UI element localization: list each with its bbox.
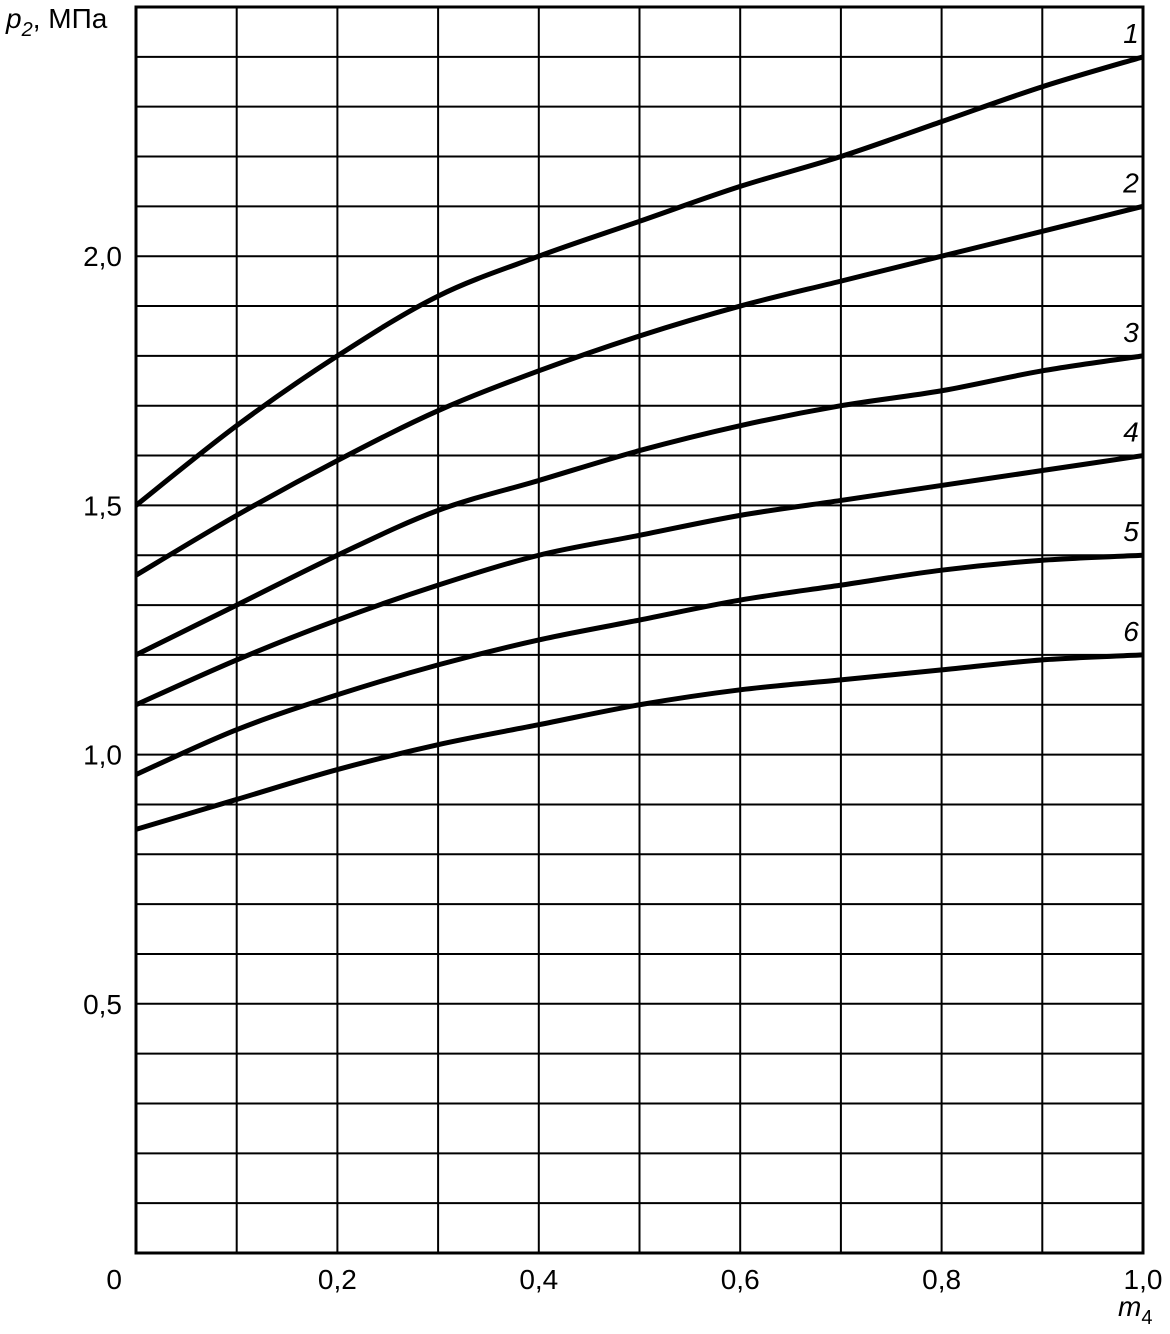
y-tick-label: 1,5 <box>83 490 122 521</box>
curve-label: 5 <box>1123 516 1139 547</box>
y-tick-label: 1,0 <box>83 740 122 771</box>
curve <box>134 453 1144 708</box>
curve <box>134 54 1144 508</box>
curve <box>135 652 1144 832</box>
curve-label: 6 <box>1123 616 1139 647</box>
curve <box>134 353 1144 658</box>
y-label-unit: , МПа <box>33 3 108 34</box>
x-label-symbol: m <box>1118 1291 1141 1322</box>
x-tick-label: 0,4 <box>519 1264 558 1295</box>
x-tick-label: 0,2 <box>318 1264 357 1295</box>
curve-label: 4 <box>1123 417 1139 448</box>
y-axis-label: p2, МПа <box>5 3 108 41</box>
x-label-sub: 4 <box>1141 1307 1152 1329</box>
x-axis-label: m4 <box>1118 1291 1152 1329</box>
curve-label: 3 <box>1123 317 1139 348</box>
curve-label: 2 <box>1122 167 1139 198</box>
x-tick-label: 0,6 <box>721 1264 760 1295</box>
y-tick-label: 2,0 <box>83 241 122 272</box>
x-tick-label: 1,0 <box>1124 1264 1163 1295</box>
y-tick-label: 0,5 <box>83 989 122 1020</box>
curve-label: 1 <box>1123 18 1139 49</box>
y-label-symbol: p <box>5 3 22 34</box>
y-label-sub: 2 <box>21 19 33 41</box>
curve <box>134 552 1144 777</box>
x-tick-label: 0 <box>106 1264 122 1295</box>
plot-frame <box>134 5 1145 1255</box>
curve <box>134 203 1144 578</box>
x-tick-label: 0,8 <box>922 1264 961 1295</box>
